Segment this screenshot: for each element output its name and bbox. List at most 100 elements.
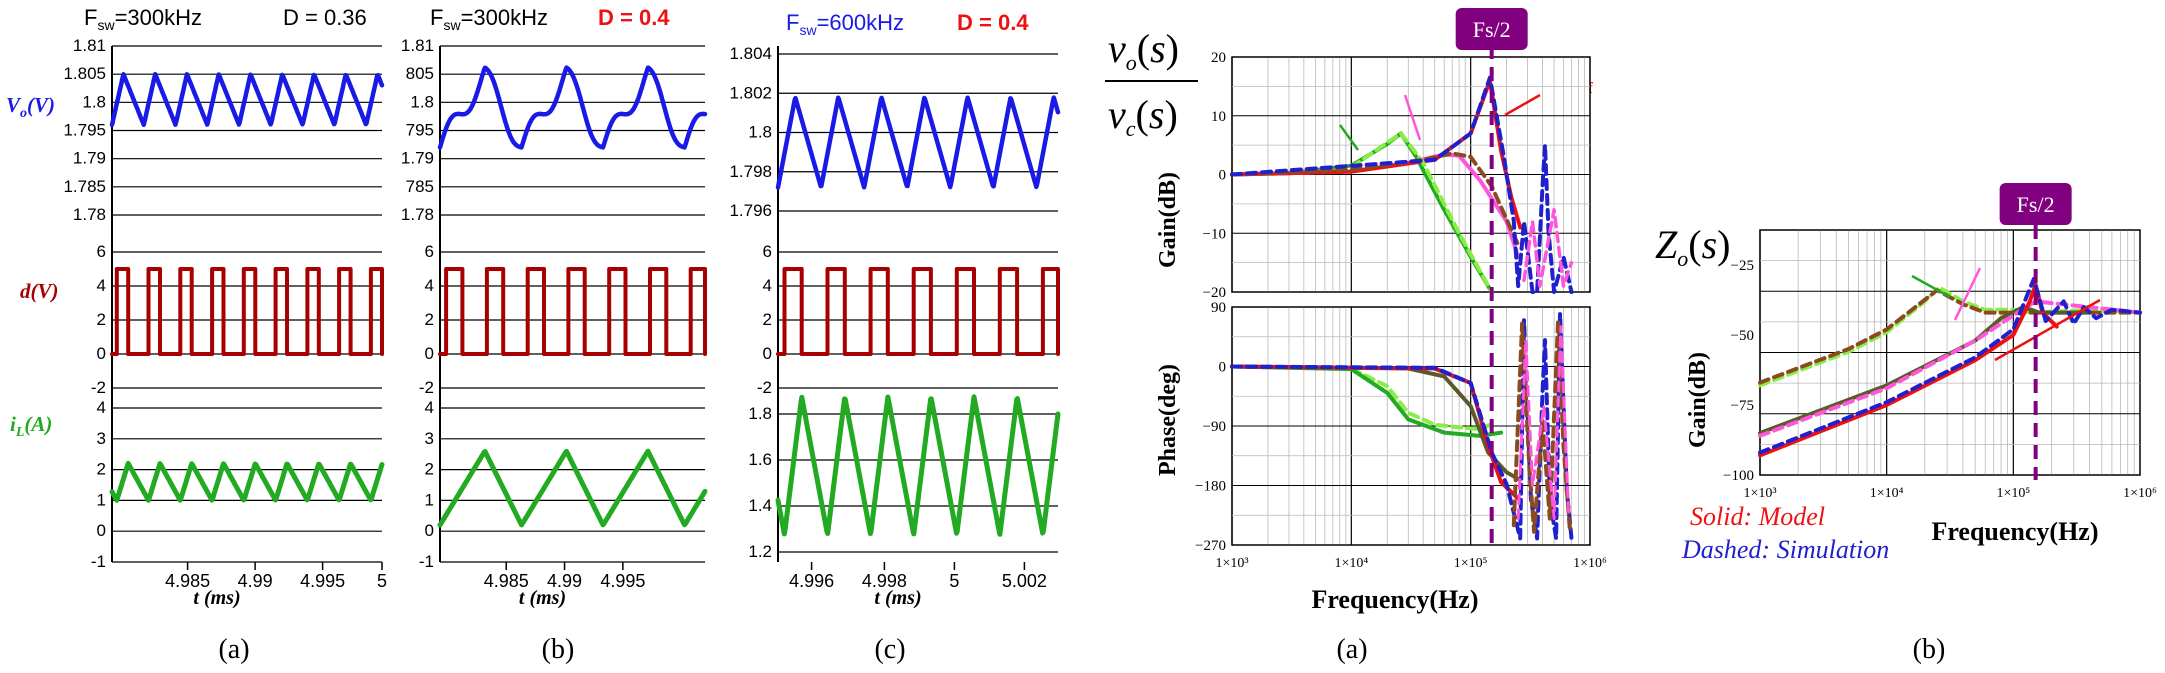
d-tick-label: 0 bbox=[425, 344, 434, 363]
il-tick-label: 1 bbox=[97, 490, 106, 509]
x-tick-label: 4.998 bbox=[862, 571, 907, 591]
time-panel-a: 1.811.8051.81.7951.791.7851.786420-24321… bbox=[63, 36, 387, 609]
il-waveform bbox=[775, 394, 1061, 537]
il-tick-label: 4 bbox=[97, 398, 106, 417]
vo-tick-label: 805 bbox=[406, 64, 434, 83]
vo-tick-label: 1.795 bbox=[63, 121, 106, 140]
vo-tick-label: 1.78 bbox=[401, 205, 434, 224]
fs2-marker-label-b: Fs/2 bbox=[2017, 192, 2055, 217]
d-tick-label: 6 bbox=[763, 242, 772, 261]
freq-tick-label: 1×10³ bbox=[1743, 486, 1776, 501]
x-axis-label: t (ms) bbox=[874, 587, 921, 609]
duty-waveform bbox=[776, 267, 1060, 356]
il-tick-label: -1 bbox=[419, 552, 434, 571]
caption-left-a: (a) bbox=[218, 634, 249, 665]
vo-waveform bbox=[109, 71, 385, 128]
phase-tick-label: 0 bbox=[1219, 360, 1227, 376]
x-tick-label: 4.985 bbox=[165, 571, 210, 591]
vo-tick-label: 1.78 bbox=[73, 205, 106, 224]
vo-tick-label: 1.798 bbox=[729, 162, 772, 181]
gain-tick-label: −20 bbox=[1203, 285, 1226, 301]
row-label-il: iL(A) bbox=[10, 412, 52, 440]
il-tick-label: 1.4 bbox=[748, 496, 772, 515]
zo-tick-label: −50 bbox=[1731, 328, 1754, 344]
il-tick-label: 2 bbox=[97, 460, 106, 479]
svg-text:vc(s): vc(s) bbox=[1108, 92, 1178, 141]
freq-tick-label: 1×10⁴ bbox=[1870, 486, 1904, 501]
freq-tick-label: 1×10⁶ bbox=[1573, 556, 1607, 571]
x-tick-label: 5 bbox=[949, 571, 959, 591]
fs2-marker-box-b bbox=[1999, 183, 2072, 225]
il-tick-label: 4 bbox=[425, 398, 434, 417]
time-panel-b: 1.818051.87951.797851.786420-243210-14.9… bbox=[401, 36, 708, 609]
vo-tick-label: 1.796 bbox=[729, 201, 772, 220]
annotation-arrow bbox=[1403, 94, 1422, 141]
freq-tick-label: 1×10⁵ bbox=[1454, 556, 1488, 571]
freq-axis-label-b: Frequency(Hz) bbox=[1931, 517, 2098, 546]
annotation-arrow bbox=[1504, 93, 1541, 117]
phase-tick-label: −180 bbox=[1195, 479, 1226, 495]
il-tick-label: -1 bbox=[91, 552, 106, 571]
panel-c-header-duty: D = 0.4 bbox=[957, 10, 1029, 35]
zo-tick-label: −100 bbox=[1723, 468, 1754, 484]
tf-vo-vc-title: vo(s) vc(s) bbox=[1105, 26, 1198, 141]
caption-left-c: (c) bbox=[874, 634, 905, 665]
il-tick-label: 2 bbox=[425, 460, 434, 479]
panel-a-header-fsw: Fsw=300kHz bbox=[84, 5, 202, 33]
caption-right-a: (a) bbox=[1336, 634, 1367, 665]
freq-tick-label: 1×10⁶ bbox=[2123, 486, 2157, 501]
legend-solid-b: Solid: Model bbox=[1690, 502, 1825, 531]
phase-tick-label: 90 bbox=[1211, 300, 1226, 316]
vo-tick-label: 1.8 bbox=[410, 92, 434, 111]
fs2-marker-box bbox=[1455, 8, 1528, 50]
tf-zo-title: Zo(s) bbox=[1655, 222, 1730, 271]
gain-sim-curve bbox=[1522, 208, 1574, 288]
zo-plot: −25 −50 −75 −100 1×10³ 1×10⁴ 1×10⁵ 1×10⁶ bbox=[1723, 229, 2157, 501]
x-tick-label: 4.995 bbox=[300, 571, 345, 591]
gain-axis-label-a: Gain(dB) bbox=[1155, 172, 1181, 268]
row-label-vo: Vo(V) bbox=[6, 93, 55, 121]
d-tick-label: 2 bbox=[425, 310, 434, 329]
il-tick-label: 0 bbox=[97, 521, 106, 540]
d-tick-label: 4 bbox=[425, 276, 434, 295]
vo-waveform bbox=[437, 65, 708, 150]
caption-right-b: (b) bbox=[1913, 634, 1946, 665]
phase-sim-curve bbox=[1516, 325, 1570, 521]
il-tick-label: 1 bbox=[425, 490, 434, 509]
x-tick-label: 4.99 bbox=[238, 571, 273, 591]
annotation-arrow bbox=[1953, 267, 1982, 321]
il-tick-label: 1.2 bbox=[748, 542, 772, 561]
d-tick-label: 0 bbox=[97, 344, 106, 363]
x-axis-label: t (ms) bbox=[193, 587, 240, 609]
zo-model-curve bbox=[1758, 305, 2092, 435]
zo-tick-label: −25 bbox=[1731, 258, 1754, 274]
il-tick-label: 1.6 bbox=[748, 450, 772, 469]
d-tick-label: 4 bbox=[763, 276, 772, 295]
panel-b-header-fsw: Fsw=300kHz bbox=[430, 5, 548, 33]
x-tick-label: 5.002 bbox=[1002, 571, 1047, 591]
il-tick-label: 1.8 bbox=[748, 404, 772, 423]
d-tick-label: 4 bbox=[97, 276, 106, 295]
duty-waveform bbox=[438, 267, 707, 356]
freq-tick-label: 1×10⁵ bbox=[1996, 486, 2030, 501]
bode-phase-plot: 90 0 −90 −180 −270 1×10³ 1×10⁴ 1×10⁵ 1×10⁶ bbox=[1195, 300, 1607, 571]
legend-dashed-b: Dashed: Simulation bbox=[1681, 535, 1889, 564]
gain-tick-label: 20 bbox=[1211, 50, 1226, 66]
fs2-marker-label: Fs/2 bbox=[1473, 17, 1511, 42]
zo-tick-label: −75 bbox=[1731, 398, 1754, 414]
vo-tick-label: 1.785 bbox=[63, 177, 106, 196]
caption-left-b: (b) bbox=[542, 634, 575, 665]
vo-tick-label: 1.8 bbox=[748, 123, 772, 142]
d-tick-label: -2 bbox=[419, 378, 434, 397]
vo-tick-label: 1.81 bbox=[73, 36, 106, 55]
d-tick-label: -2 bbox=[757, 378, 772, 397]
d-tick-label: 2 bbox=[763, 310, 772, 329]
vo-tick-label: 785 bbox=[406, 177, 434, 196]
d-tick-label: 0 bbox=[763, 344, 772, 363]
panel-b-header-duty: D = 0.4 bbox=[598, 5, 670, 30]
freq-tick-label: 1×10⁴ bbox=[1334, 556, 1368, 571]
d-tick-label: 2 bbox=[97, 310, 106, 329]
il-waveform bbox=[437, 448, 708, 528]
d-tick-label: 6 bbox=[425, 242, 434, 261]
